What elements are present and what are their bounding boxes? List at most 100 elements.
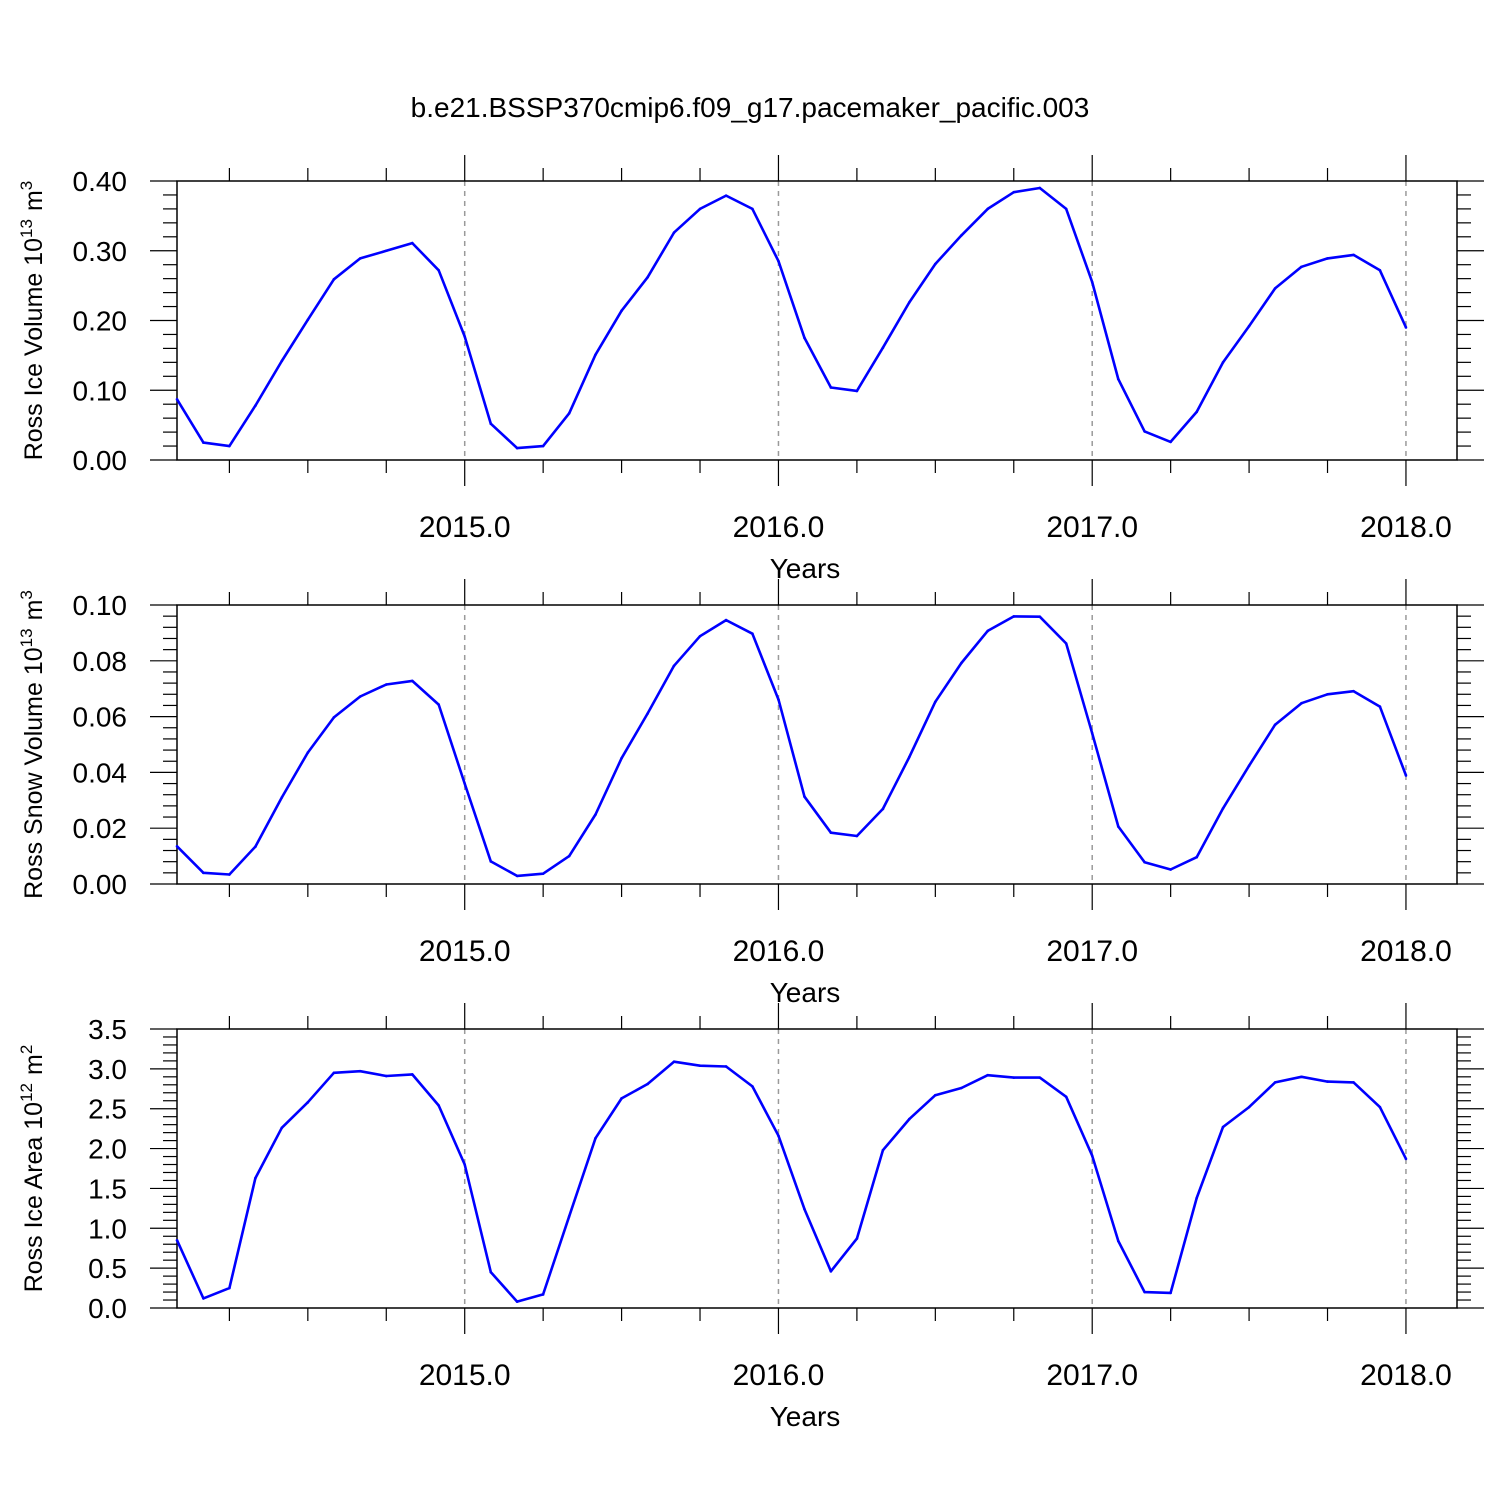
y-tick-label: 3.5 — [88, 1014, 127, 1045]
data-point — [1300, 701, 1303, 705]
data-point — [202, 1297, 205, 1300]
data-point — [1378, 705, 1382, 708]
y-axis-label: Ross Snow Volume 1013 m3 — [17, 590, 48, 899]
data-point — [1378, 1105, 1382, 1109]
y-axis-label-part: Ross Ice Area 10 — [20, 1102, 48, 1292]
y-tick-label: 1.0 — [88, 1213, 127, 1244]
data-point — [646, 1082, 649, 1086]
x-axis-label: Years — [770, 977, 841, 1008]
data-point — [698, 207, 702, 211]
data-point — [1169, 440, 1172, 444]
x-tick-label: 2015.0 — [419, 511, 511, 544]
data-point — [1352, 253, 1355, 257]
y-tick-label: 1.5 — [88, 1173, 127, 1204]
y-axis-label: Ross Ice Area 1012 m2 — [17, 1045, 48, 1293]
data-point — [1273, 1081, 1277, 1084]
y-axis-label-exponent: 13 — [17, 628, 36, 647]
series-line — [175, 1060, 1408, 1303]
data-point — [175, 398, 179, 401]
data-point — [829, 1270, 833, 1273]
data-point — [567, 1215, 571, 1218]
data-point — [411, 241, 414, 245]
data-point — [1143, 860, 1146, 864]
data-point — [463, 335, 467, 338]
data-point — [1195, 410, 1198, 414]
data-point — [620, 756, 623, 760]
data-point — [175, 845, 179, 848]
data-point — [1090, 280, 1094, 284]
data-point — [777, 698, 780, 701]
data-point — [1378, 268, 1382, 272]
data-point — [1247, 324, 1251, 328]
data-point — [1221, 361, 1225, 364]
data-point — [332, 278, 336, 281]
data-point — [829, 831, 833, 834]
data-point — [1404, 1157, 1408, 1161]
data-point — [1116, 825, 1120, 828]
data-point — [751, 1085, 754, 1088]
data-point — [489, 1270, 493, 1274]
y-tick-label: 0.20 — [73, 306, 128, 337]
data-point — [228, 1286, 231, 1290]
x-tick-label: 2017.0 — [1046, 1359, 1138, 1392]
data-point — [567, 854, 571, 858]
data-point — [594, 353, 597, 356]
y-axis-label-exponent: 13 — [17, 219, 36, 238]
x-tick-label: 2017.0 — [1046, 935, 1138, 968]
panel-1: 0.00 0.10 0.20 0.30 0.40 2015.0 2016.0 2017.0 20… — [17, 155, 1484, 584]
y-tick-label: 0.40 — [73, 166, 128, 197]
data-point — [411, 1073, 414, 1076]
data-point — [1221, 807, 1225, 810]
y-tick-label: 0.00 — [73, 445, 128, 476]
x-tick-label: 2016.0 — [733, 935, 825, 968]
data-point — [254, 404, 257, 407]
data-point — [254, 845, 257, 848]
y-axis-label: Ross Ice Volume 1013 m3 — [17, 181, 48, 461]
x-tick-label: 2016.0 — [733, 511, 825, 544]
y-tick-label: 0.00 — [73, 869, 128, 900]
panel-2: 0.00 0.02 0.04 0.06 0.08 0.10 2015.0 2016.0 2017… — [17, 579, 1484, 1008]
x-tick-label: 2017.0 — [1046, 511, 1138, 544]
data-point — [960, 1086, 963, 1090]
data-point — [672, 1060, 676, 1063]
data-point — [280, 796, 284, 799]
data-point — [1300, 265, 1303, 269]
data-point — [358, 1069, 362, 1073]
data-point — [777, 259, 780, 263]
data-point — [489, 422, 493, 426]
data-point — [934, 1093, 937, 1097]
data-point — [1169, 868, 1172, 871]
data-point — [803, 336, 806, 340]
data-point — [1404, 774, 1408, 777]
y-tick-label: 0.5 — [88, 1253, 127, 1284]
data-point — [620, 1097, 623, 1100]
data-point — [672, 664, 676, 668]
data-point — [384, 683, 388, 686]
data-point — [751, 207, 754, 211]
data-point — [411, 679, 414, 683]
data-point — [306, 751, 310, 754]
data-point — [934, 262, 937, 266]
data-point — [228, 873, 231, 876]
y-axis-label-exponent: 3 — [17, 590, 36, 599]
data-point — [855, 1237, 859, 1240]
y-tick-label: 0.08 — [73, 646, 128, 677]
plot-frame — [176, 1028, 1458, 1309]
data-point — [463, 782, 467, 785]
data-point — [463, 1163, 467, 1166]
data-point — [620, 309, 623, 313]
data-point — [202, 871, 205, 875]
y-tick-label: 0.04 — [73, 757, 128, 788]
data-point — [1143, 1290, 1146, 1294]
data-point — [1090, 732, 1094, 735]
data-point — [515, 446, 519, 450]
data-point — [437, 1104, 440, 1107]
data-point — [1221, 1125, 1225, 1129]
data-point — [907, 301, 911, 304]
data-point — [384, 1074, 388, 1078]
data-point — [1273, 287, 1277, 290]
data-point — [646, 712, 649, 715]
data-point — [881, 346, 885, 350]
data-point — [1300, 1075, 1303, 1079]
data-point — [228, 444, 231, 448]
